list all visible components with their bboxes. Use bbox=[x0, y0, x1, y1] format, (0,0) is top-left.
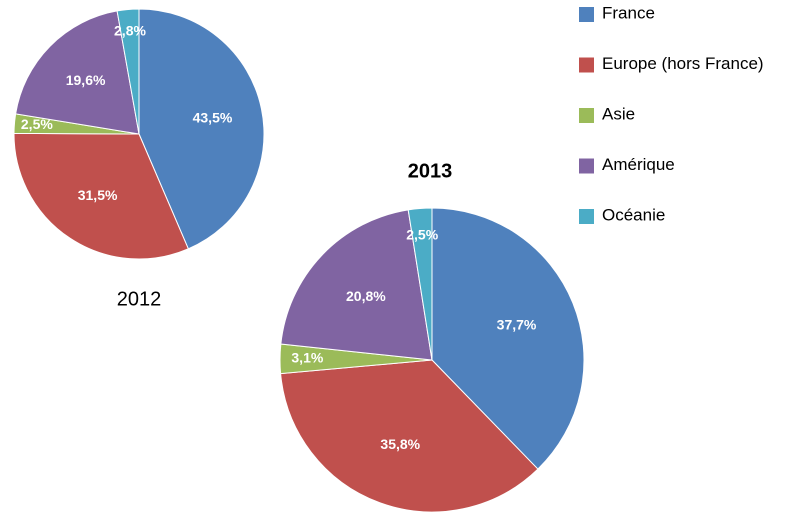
legend-label: France bbox=[602, 3, 655, 22]
legend-label: Amérique bbox=[602, 155, 675, 174]
data-label: 31,5% bbox=[78, 187, 118, 203]
legend-swatch bbox=[579, 108, 594, 123]
pie-slice bbox=[407, 207, 433, 361]
pie-slice bbox=[138, 8, 265, 250]
data-label: 3,1% bbox=[291, 350, 323, 366]
legend-swatch bbox=[579, 158, 594, 174]
pie-slice bbox=[13, 132, 189, 260]
data-label: 35,8% bbox=[380, 436, 420, 452]
chart-title: 2012 bbox=[117, 288, 162, 310]
data-label: 2,5% bbox=[21, 116, 53, 132]
legend-swatch bbox=[579, 7, 594, 22]
pie-slice bbox=[280, 359, 539, 513]
data-label: 2,5% bbox=[406, 226, 438, 242]
legend-label: Asie bbox=[602, 104, 635, 123]
pie-slice bbox=[116, 8, 140, 135]
legend-label: Europe (hors France) bbox=[602, 54, 764, 73]
data-label: 2,8% bbox=[114, 23, 146, 39]
data-label: 20,8% bbox=[346, 288, 386, 304]
legend-label: Océanie bbox=[602, 205, 665, 224]
chart-title: 2013 bbox=[408, 160, 453, 182]
data-label: 43,5% bbox=[193, 110, 233, 126]
pie-slice bbox=[15, 10, 140, 135]
data-label: 19,6% bbox=[66, 72, 106, 88]
legend-swatch bbox=[579, 57, 594, 73]
data-label: 37,7% bbox=[497, 316, 537, 332]
pie-slice bbox=[280, 209, 433, 361]
pie-slice bbox=[431, 207, 585, 470]
legend-swatch bbox=[579, 209, 594, 224]
